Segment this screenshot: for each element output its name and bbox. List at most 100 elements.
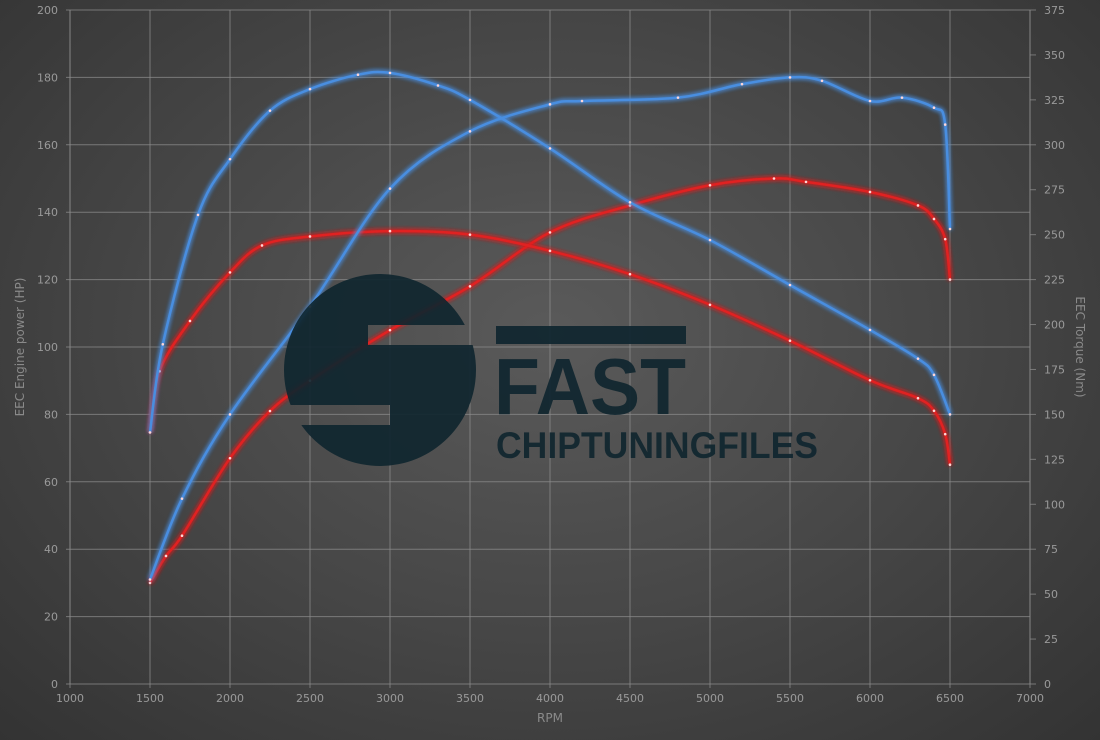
left-tick-label: 100: [37, 341, 58, 354]
data-point: [180, 534, 184, 538]
x-tick-label: 3000: [376, 692, 404, 705]
data-point: [268, 109, 272, 112]
data-point: [943, 123, 947, 126]
left-tick-label: 0: [51, 678, 58, 691]
data-point: [772, 177, 776, 180]
series-line: [148, 75, 952, 580]
data-point: [788, 283, 792, 287]
right-axis-label: EEC Torque (Nm): [1073, 296, 1087, 397]
left-tick-label: 180: [37, 71, 58, 84]
data-point: [804, 180, 808, 184]
data-point: [468, 98, 472, 102]
series-tuned-power: [148, 75, 952, 581]
x-tick-label: 5000: [696, 692, 724, 705]
data-point: [676, 96, 680, 99]
data-point: [468, 130, 472, 133]
data-point: [868, 190, 872, 194]
data-point: [900, 96, 904, 99]
data-point: [188, 319, 192, 323]
data-point: [916, 357, 920, 360]
data-point: [468, 285, 472, 288]
left-tick-label: 20: [44, 611, 58, 624]
data-point: [788, 76, 792, 79]
data-point: [948, 227, 952, 231]
right-tick-label: 325: [1044, 94, 1065, 107]
left-tick-label: 40: [44, 543, 58, 556]
fast-chiptuningfiles-logo: FAST CHIPTUNINGFILES: [284, 274, 818, 466]
x-tick-label: 2000: [216, 692, 244, 705]
right-tick-label: 275: [1044, 184, 1065, 197]
data-point: [943, 237, 947, 241]
data-point: [268, 409, 272, 413]
right-tick-label: 0: [1044, 678, 1051, 691]
x-tick-label: 4500: [616, 692, 644, 705]
data-point: [228, 271, 232, 274]
right-tick-label: 25: [1044, 633, 1058, 646]
right-tick-label: 300: [1044, 139, 1065, 152]
x-tick-label: 3500: [456, 692, 484, 705]
x-tick-label: 1000: [56, 692, 84, 705]
data-point: [308, 87, 312, 91]
right-tick-label: 350: [1044, 49, 1065, 62]
x-tick-label: 2500: [296, 692, 324, 705]
logo-word-chiptuningfiles: CHIPTUNINGFILES: [496, 425, 818, 466]
data-point: [948, 413, 952, 416]
data-point: [820, 79, 824, 83]
data-point: [548, 147, 552, 150]
right-tick-label: 125: [1044, 453, 1065, 466]
data-point: [228, 413, 232, 416]
data-point: [196, 213, 200, 217]
data-point: [548, 249, 552, 253]
x-axis-label: RPM: [537, 711, 563, 725]
data-point: [943, 432, 947, 436]
series-tuned-torque: [148, 70, 952, 434]
left-tick-label: 60: [44, 476, 58, 489]
left-tick-label: 120: [37, 274, 58, 287]
data-point: [948, 463, 952, 467]
axis-ticks: 1000 1500 2000 2500 3000 3500 4000 4500 5000 5500…: [37, 4, 1065, 705]
left-tick-label: 160: [37, 139, 58, 152]
data-point: [932, 217, 936, 221]
logo-bar: [496, 326, 686, 344]
data-point: [388, 229, 392, 233]
data-point: [308, 235, 312, 238]
right-tick-label: 225: [1044, 274, 1065, 287]
data-point: [260, 244, 264, 247]
data-point: [916, 204, 920, 207]
data-point: [932, 409, 936, 413]
right-tick-label: 250: [1044, 229, 1065, 242]
data-point: [468, 233, 472, 236]
x-tick-label: 6000: [856, 692, 884, 705]
data-point: [708, 183, 712, 187]
data-point: [436, 84, 440, 87]
x-tick-label: 1500: [136, 692, 164, 705]
x-tick-label: 7000: [1016, 692, 1044, 705]
left-tick-label: 80: [44, 408, 58, 421]
series-stock-power: [148, 177, 952, 585]
logo-s-mark: [284, 274, 476, 466]
data-point: [628, 201, 632, 204]
right-tick-label: 200: [1044, 319, 1065, 332]
data-point: [148, 581, 152, 585]
x-tick-label: 6500: [936, 692, 964, 705]
series-lines: [148, 70, 952, 585]
data-point: [628, 204, 632, 207]
data-point: [356, 73, 360, 77]
data-point: [580, 99, 584, 103]
data-point: [948, 278, 952, 281]
data-point: [164, 554, 168, 558]
right-tick-label: 50: [1044, 588, 1058, 601]
data-point: [388, 187, 392, 190]
right-tick-label: 375: [1044, 4, 1065, 17]
x-tick-label: 4000: [536, 692, 564, 705]
data-point: [388, 71, 392, 75]
data-point: [161, 343, 165, 346]
grid: [66, 9, 1036, 688]
data-point: [932, 373, 936, 377]
data-point: [868, 378, 872, 382]
right-tick-label: 75: [1044, 543, 1058, 556]
data-point: [180, 497, 184, 500]
data-point: [228, 157, 232, 161]
series-line: [148, 70, 952, 433]
data-point: [788, 339, 792, 343]
